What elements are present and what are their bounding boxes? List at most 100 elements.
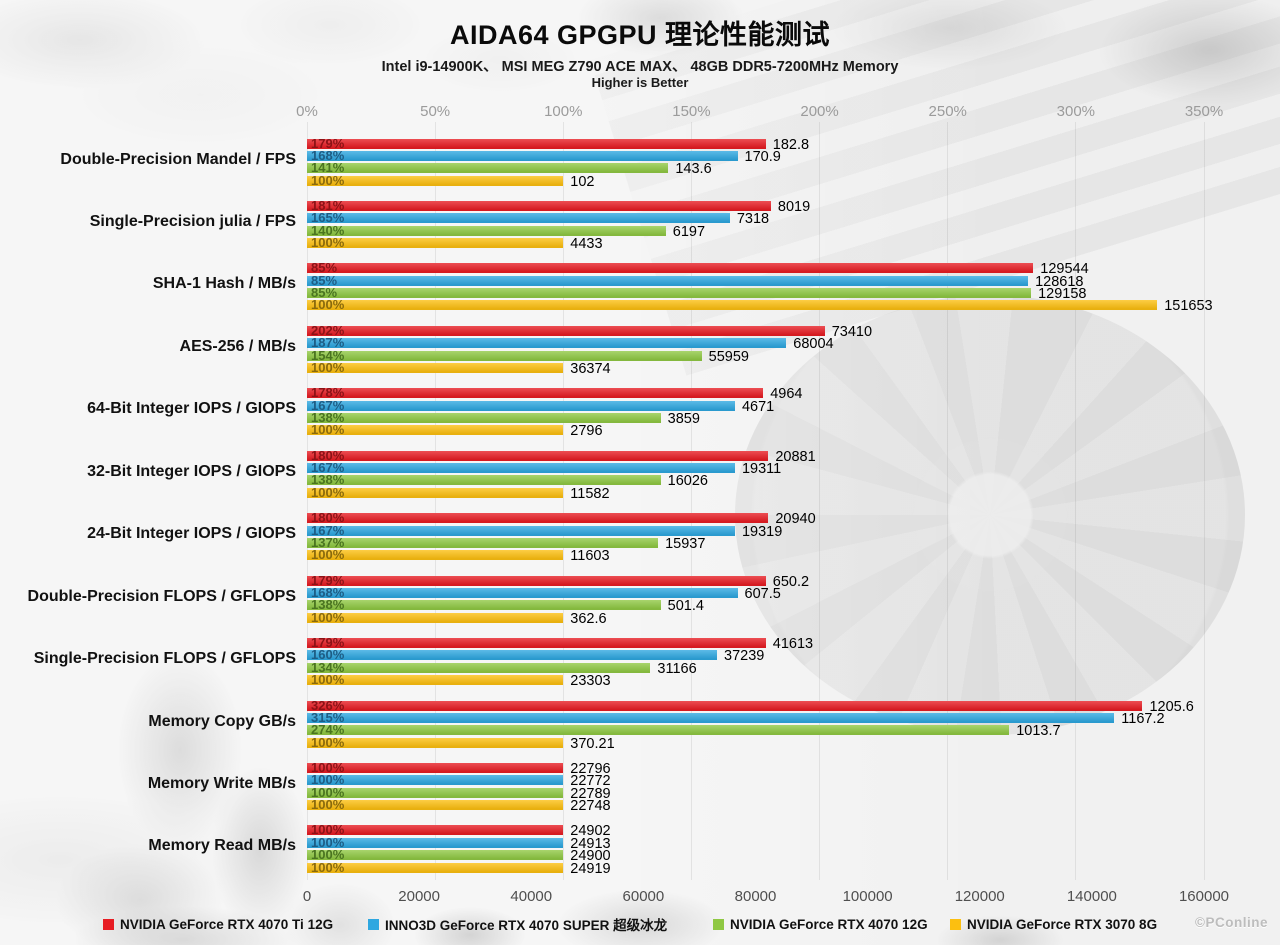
- gridline: [1203, 122, 1205, 880]
- bottom-axis-tick-label: 0: [302, 888, 312, 905]
- bar-percent-label: 179%: [311, 135, 345, 151]
- bar-percent-label: 154%: [311, 347, 345, 363]
- bar-value-label: 73410: [831, 323, 873, 340]
- legend-swatch: [103, 918, 114, 930]
- bar-value-label: 16026: [667, 473, 708, 490]
- bar: 100%: [307, 297, 1158, 313]
- bar: 100%: [307, 798, 564, 811]
- bar: 100%: [307, 784, 564, 800]
- bottom-axis-tick-label: 160000: [1178, 888, 1230, 905]
- bar-value-label: 362.6: [570, 610, 607, 627]
- bar-value-label: 1013.7: [1016, 723, 1061, 740]
- bar: 179%: [307, 636, 766, 649]
- category-label: Memory Copy GB/s: [148, 712, 296, 730]
- top-axis-tick-label: 300%: [1056, 103, 1096, 120]
- bar-percent-label: 165%: [311, 210, 345, 226]
- bar-percent-label: 100%: [311, 822, 345, 838]
- bar: 100%: [307, 834, 564, 850]
- bar-percent-label: 138%: [311, 597, 345, 613]
- bar-value-label: 3859: [667, 411, 700, 427]
- bar: 160%: [307, 647, 718, 663]
- bar-value-label: 370.21: [570, 735, 615, 752]
- bar-percent-label: 100%: [311, 297, 345, 313]
- top-axis-tick-label: 100%: [544, 103, 583, 120]
- bar: 85%: [307, 286, 1032, 299]
- bar-percent-label: 167%: [311, 460, 345, 476]
- bar-percent-label: 160%: [311, 647, 345, 663]
- bar-value-label: 501.4: [667, 598, 704, 615]
- bar: 100%: [307, 423, 564, 436]
- bar-value-label: 170.9: [744, 148, 781, 165]
- bar-percent-label: 181%: [311, 197, 345, 213]
- bar-value-label: 4671: [741, 398, 775, 415]
- bar-value-label: 11603: [570, 548, 610, 565]
- bar: 167%: [307, 460, 735, 476]
- bar: 100%: [307, 484, 564, 500]
- bar-percent-label: 100%: [311, 734, 345, 750]
- bar: 138%: [307, 597, 661, 613]
- bar-percent-label: 180%: [311, 510, 345, 526]
- bar: 202%: [307, 322, 825, 338]
- legend-item: NVIDIA GeForce RTX 3070 8G: [950, 915, 1157, 933]
- bar: 178%: [307, 386, 764, 399]
- bar: 181%: [307, 197, 771, 213]
- bar-percent-label: 85%: [311, 260, 338, 276]
- category-label: Double-Precision FLOPS / GFLOPS: [27, 587, 296, 605]
- bar-percent-label: 202%: [311, 322, 345, 338]
- bottom-axis-tick-label: 120000: [954, 888, 1005, 905]
- bar: 179%: [307, 135, 766, 151]
- bar-value-label: 24900: [570, 848, 611, 865]
- bar-percent-label: 167%: [311, 522, 345, 538]
- category-label: AES-256 / MB/s: [179, 337, 296, 355]
- bottom-axis-tick-label: 100000: [842, 888, 893, 905]
- bar: 180%: [307, 447, 769, 463]
- bar: 85%: [307, 260, 1034, 276]
- bar-value-label: 129158: [1038, 286, 1087, 303]
- category-label: Memory Read MB/s: [148, 837, 296, 855]
- bar-percent-label: 167%: [311, 397, 345, 413]
- bar-percent-label: 100%: [311, 359, 345, 375]
- top-axis-tick-label: 250%: [928, 103, 967, 120]
- bar-value-label: 151653: [1164, 298, 1213, 315]
- bar-percent-label: 100%: [311, 784, 345, 800]
- bar: 85%: [307, 274, 1029, 287]
- bar-value-label: 182.8: [772, 136, 810, 153]
- bar-percent-label: 138%: [311, 472, 345, 488]
- bar: 137%: [307, 536, 659, 549]
- bottom-axis-tick-label: 20000: [398, 888, 440, 905]
- bar-value-label: 4433: [570, 236, 603, 252]
- bar-percent-label: 274%: [311, 722, 345, 738]
- bar: 100%: [307, 734, 564, 750]
- bar-percent-label: 100%: [311, 760, 345, 775]
- bar-percent-label: 100%: [311, 484, 345, 500]
- bar-percent-label: 100%: [311, 772, 345, 788]
- bar-percent-label: 100%: [311, 847, 345, 863]
- bar-value-label: 22789: [570, 785, 611, 802]
- bar-percent-label: 315%: [311, 709, 345, 725]
- bottom-axis-tick-label: 140000: [1066, 888, 1117, 905]
- bar-percent-label: 168%: [311, 585, 345, 600]
- bar-value-label: 24919: [570, 860, 611, 877]
- gridline: [947, 122, 949, 880]
- chart-title: AIDA64 GPGPU 理论性能测试: [449, 20, 831, 50]
- higher-is-better-note: Higher is Better: [591, 75, 689, 90]
- bar-percent-label: 100%: [311, 834, 345, 850]
- legend-swatch: [950, 918, 961, 930]
- bar: 100%: [307, 772, 564, 788]
- legend-swatch: [368, 918, 379, 930]
- bar: 315%: [307, 709, 1115, 725]
- bar: 187%: [307, 336, 787, 349]
- bottom-axis-tick-label: 80000: [734, 888, 777, 905]
- category-label: 64-Bit Integer IOPS / GIOPS: [87, 400, 296, 418]
- bar-percent-label: 141%: [311, 160, 345, 176]
- bar-percent-label: 100%: [311, 672, 345, 688]
- top-axis-tick-label: 350%: [1184, 103, 1224, 120]
- bar-value-label: 11582: [570, 485, 610, 502]
- bar-value-label: 20940: [775, 511, 816, 528]
- bar-value-label: 22748: [570, 798, 611, 815]
- bar: 168%: [307, 149, 738, 162]
- bar-percent-label: 180%: [311, 447, 345, 463]
- bar: 100%: [307, 861, 564, 874]
- bar-value-label: 650.2: [772, 573, 810, 590]
- bar: 138%: [307, 472, 661, 488]
